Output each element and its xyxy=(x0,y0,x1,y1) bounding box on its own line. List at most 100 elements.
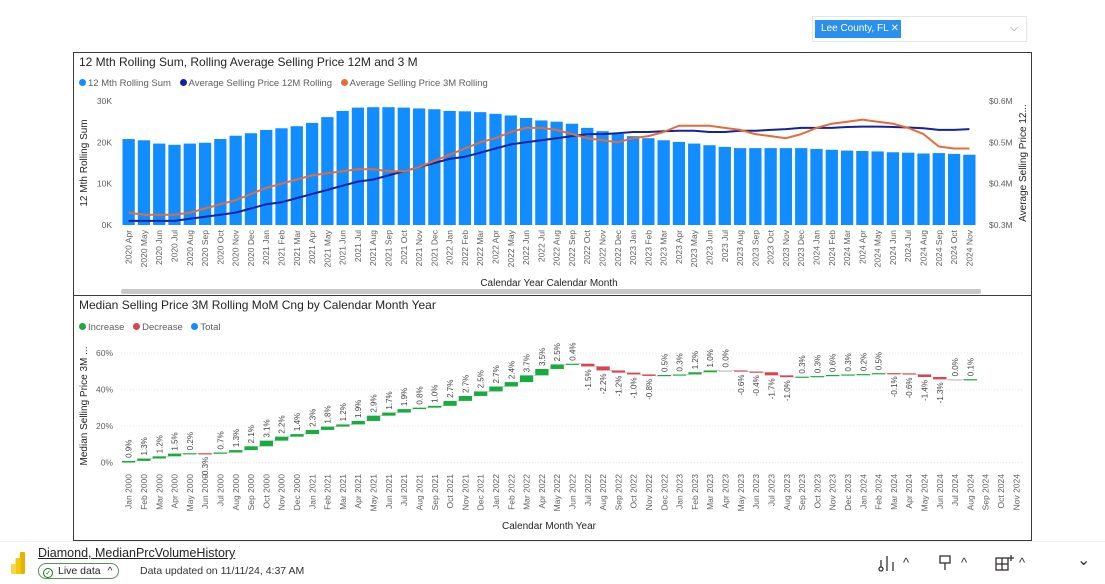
waterfall-data-label: 0.1% xyxy=(966,358,975,376)
waterfall-increase-bar xyxy=(458,395,473,401)
x-axis-tick-label: Jul 2022 xyxy=(583,474,593,506)
waterfall-increase-bar xyxy=(565,363,580,365)
x-axis-tick-label: Nov 2000 xyxy=(277,474,287,511)
legend-item-increase[interactable]: Increase xyxy=(79,322,124,333)
waterfall-data-label: 1.7% xyxy=(385,391,394,409)
x-axis-tick-label: 2023 Nov xyxy=(781,229,791,266)
combo-chart-plot[interactable]: 0K 10K 20K 30K $0.3M $0.4M $0.5M $0.6M 12 Mth Ro… xyxy=(74,53,1031,295)
live-data-button[interactable]: ✓ Live data ^ xyxy=(38,563,120,579)
rolling-sum-bar xyxy=(840,150,854,225)
rolling-sum-bar xyxy=(672,141,686,225)
y-axis-tick-label: 10K xyxy=(97,179,112,189)
x-axis-tick-label: 2021 Mar xyxy=(292,230,302,266)
waterfall-data-label: -1.3% xyxy=(936,382,945,403)
check-circle-icon: ✓ xyxy=(43,568,53,578)
x-axis-tick-label: Feb 2023 xyxy=(690,474,700,510)
waterfall-increase-bar xyxy=(657,375,671,377)
waterfall-data-label: 2.5% xyxy=(477,370,486,388)
clear-selection-icon[interactable]: ✕ xyxy=(890,23,900,34)
waterfall-decrease-bar xyxy=(596,366,610,371)
bookmark-icon[interactable] xyxy=(936,554,954,572)
waterfall-data-label: 0.3% xyxy=(844,353,853,371)
x-axis-tick-label: Nov 2024 xyxy=(1011,474,1021,511)
waterfall-data-label: 2.7% xyxy=(461,375,470,393)
rolling-sum-bar xyxy=(351,107,365,225)
rolling-sum-bar xyxy=(336,110,349,225)
x-axis-tick-label: Oct 2024 xyxy=(996,474,1006,509)
rolling-sum-bar xyxy=(275,128,288,225)
chevron-down-icon[interactable]: ⌵ xyxy=(1010,23,1018,34)
x-axis-tick-label: 2023 Jul xyxy=(720,230,730,262)
waterfall-increase-bar xyxy=(474,391,488,396)
legend-item-avg12[interactable]: Average Selling Price 12M Rolling xyxy=(179,78,333,89)
rolling-sum-bar xyxy=(565,123,579,225)
waterfall-data-label: 1.0% xyxy=(706,349,715,367)
avg-price-3m-line xyxy=(128,118,970,216)
waterfall-increase-bar xyxy=(550,364,564,369)
legend-label: Average Selling Price 12M Rolling xyxy=(188,78,333,89)
legend-item-total[interactable]: Total xyxy=(191,322,220,333)
x-axis-tick-label: 2024 Jun xyxy=(888,230,898,265)
chevron-up-icon[interactable]: ^ xyxy=(903,555,910,570)
chevron-up-icon[interactable]: ^ xyxy=(961,555,968,570)
x-axis-tick-label: Oct 2000 xyxy=(261,474,271,509)
x-axis-tick-label: 2022 May xyxy=(506,229,516,267)
x-axis-tick-label: Mar 2000 xyxy=(154,474,164,510)
rolling-sum-bar xyxy=(290,126,303,225)
x-axis-tick-label: Feb 2000 xyxy=(139,474,149,510)
rolling-sum-bar xyxy=(367,107,380,225)
waterfall-decrease-bar xyxy=(933,377,947,380)
chevron-up-icon[interactable]: ^ xyxy=(1019,555,1026,570)
legend-label: Total xyxy=(200,322,221,333)
waterfall-data-label: 1.3% xyxy=(140,437,149,455)
x-axis-tick-label: Feb 2021 xyxy=(323,474,333,510)
rolling-sum-bar xyxy=(443,110,456,225)
x-axis-tick-label: Dec 2022 xyxy=(659,474,669,511)
legend-item-avg3[interactable]: Average Selling Price 3M Rolling xyxy=(340,78,488,89)
waterfall-data-label: 0.3% xyxy=(798,355,807,373)
rolling-sum-bar xyxy=(489,113,502,225)
chevron-down-icon[interactable]: ⌄ xyxy=(1077,552,1091,569)
county-slicer[interactable]: Lee County, FL ✕ ⌵ xyxy=(812,16,1027,42)
chart-view-icon[interactable] xyxy=(877,554,897,572)
legend-item-rolling-sum[interactable]: 12 Mth Rolling Sum xyxy=(79,78,171,89)
rolling-sum-combo-chart[interactable]: 12 Mth Rolling Sum, Rolling Average Sell… xyxy=(73,52,1032,296)
rolling-sum-bar xyxy=(183,143,196,225)
y2-axis-title: Average Selling Price 12... xyxy=(1018,104,1029,222)
legend-item-decrease[interactable]: Decrease xyxy=(133,322,183,333)
x-axis-tick-label: 2023 May xyxy=(689,229,699,267)
rolling-sum-bar xyxy=(917,153,930,225)
waterfall-data-label: 2.9% xyxy=(370,394,379,412)
y-axis-tick-label: 0K xyxy=(102,220,113,230)
waterfall-decrease-bar xyxy=(902,373,916,375)
rolling-sum-bar xyxy=(474,112,487,225)
waterfall-data-label: 1.2% xyxy=(339,403,348,421)
waterfall-increase-bar xyxy=(244,446,258,451)
pages-icon[interactable] xyxy=(994,554,1014,572)
rolling-sum-bar xyxy=(581,127,594,225)
rolling-sum-bar xyxy=(626,136,640,225)
waterfall-chart[interactable]: Median Selling Price 3M Rolling MoM Cng … xyxy=(73,295,1032,541)
waterfall-increase-bar xyxy=(504,382,518,387)
x-axis-tick-label: Mar 2023 xyxy=(705,474,715,510)
x-axis-tick-label: Mar 2024 xyxy=(889,474,899,510)
waterfall-increase-bar xyxy=(229,450,243,453)
waterfall-increase-bar xyxy=(948,379,962,381)
report-name-link[interactable]: Diamond, MedianPrcVolumeHistory xyxy=(38,546,236,560)
waterfall-data-label: -1.0% xyxy=(783,380,792,401)
x-axis-tick-label: 2021 May xyxy=(322,229,332,267)
rolling-sum-bar xyxy=(611,134,624,225)
x-axis-tick-label: 2023 Mar xyxy=(659,230,669,266)
x-axis-tick-label: 2023 Apr xyxy=(674,230,684,264)
waterfall-data-label: -1.4% xyxy=(921,380,930,401)
y2-axis-tick-label: $0.5M xyxy=(989,137,1013,147)
x-axis-tick-label: Sep 2023 xyxy=(797,474,807,511)
waterfall-data-label: -2.2% xyxy=(599,373,608,394)
waterfall-data-label: 1.3% xyxy=(232,429,241,447)
rolling-sum-bar xyxy=(657,140,670,225)
waterfall-data-label: -1.0% xyxy=(630,377,639,398)
x-axis-tick-label: 2022 Apr xyxy=(491,230,501,264)
waterfall-chart-plot[interactable]: 0% 20% 40% 60% Median Selling Price 3M ... 0.… xyxy=(74,296,1031,540)
x-axis-tick-label: 2024 Apr xyxy=(857,230,867,264)
selected-county-chip[interactable]: Lee County, FL ✕ xyxy=(815,20,901,38)
